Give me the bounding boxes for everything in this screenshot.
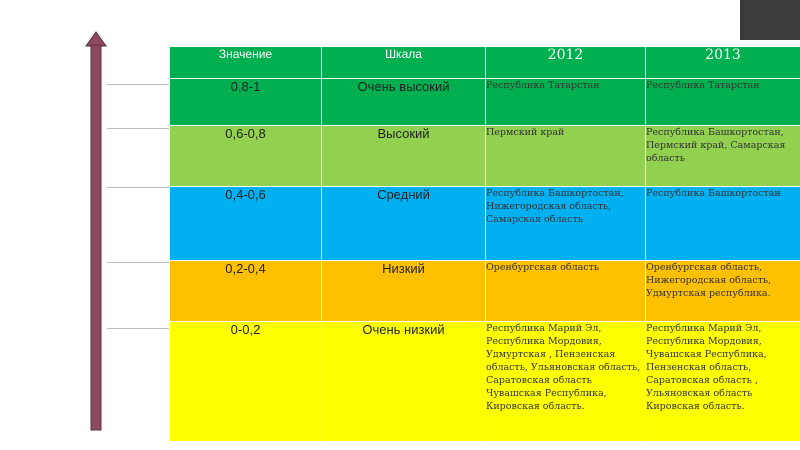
table-row-medium: 0,4-0,6 Средний Республика Башкортостан,… [169, 186, 800, 261]
row-regions-2012: Пермский край [485, 125, 646, 187]
row-regions-2013: Республика Башкортостан [645, 186, 800, 261]
row-regions-2012: Республика Марий Эл, Республика Мордовия… [485, 321, 646, 442]
table-row-very-low: 0-0,2 Очень низкий Республика Марий Эл, … [169, 321, 800, 442]
row-level: Высокий [321, 125, 486, 187]
row-regions-2012: Республика Башкортостан, Нижегородская о… [485, 186, 646, 261]
guide-line [107, 262, 169, 263]
slide-corner-decoration [740, 0, 800, 40]
guide-line [107, 328, 169, 329]
row-level: Средний [321, 186, 486, 261]
guide-line [107, 84, 169, 85]
row-regions-2012: Республика Татарстан [485, 78, 646, 126]
table-row-high: 0,6-0,8 Высокий Пермский край Республика… [169, 125, 800, 187]
row-regions-2013: Республика Татарстан [645, 78, 800, 126]
rating-scale-table: Значение Шкала 2012 2013 0,8-1 Очень выс… [169, 46, 800, 442]
header-scale: Шкала [321, 46, 486, 79]
row-regions-2012: Оренбургская область [485, 260, 646, 322]
header-value: Значение [169, 46, 322, 79]
header-2012: 2012 [485, 46, 646, 79]
row-value: 0,4-0,6 [169, 186, 322, 261]
guide-line [107, 187, 169, 188]
row-level: Очень высокий [321, 78, 486, 126]
row-level: Очень низкий [321, 321, 486, 442]
guide-line [107, 128, 169, 129]
table-header-row: Значение Шкала 2012 2013 [169, 46, 800, 79]
row-regions-2013: Оренбургская область, Нижегородская обла… [645, 260, 800, 322]
table-row-low: 0,2-0,4 Низкий Оренбургская область Орен… [169, 260, 800, 322]
row-value: 0,6-0,8 [169, 125, 322, 187]
row-value: 0,2-0,4 [169, 260, 322, 322]
row-value: 0,8-1 [169, 78, 322, 126]
row-regions-2013: Республика Марий Эл, Республика Мордовия… [645, 321, 800, 442]
table-row-very-high: 0,8-1 Очень высокий Республика Татарстан… [169, 78, 800, 126]
row-level: Низкий [321, 260, 486, 322]
row-regions-2013: Республика Башкортостан, Пермский край, … [645, 125, 800, 187]
header-2013: 2013 [645, 46, 800, 79]
row-value: 0-0,2 [169, 321, 322, 442]
